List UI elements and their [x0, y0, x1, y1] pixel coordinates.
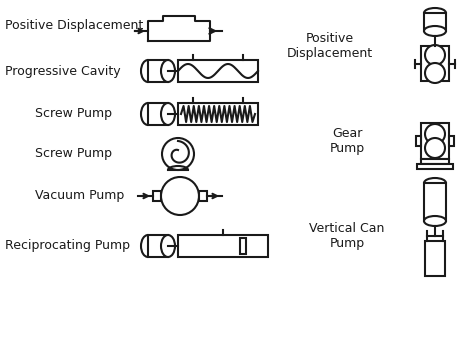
Text: Positive Displacement: Positive Displacement — [5, 20, 143, 33]
Text: Vacuum Pump: Vacuum Pump — [35, 190, 124, 203]
Ellipse shape — [161, 235, 175, 257]
Text: Progressive Cavity: Progressive Cavity — [5, 65, 120, 78]
Text: Screw Pump: Screw Pump — [35, 107, 112, 120]
Bar — [421, 46, 449, 81]
Text: Vertical Can
Pump: Vertical Can Pump — [310, 222, 385, 250]
Ellipse shape — [424, 8, 446, 18]
Bar — [148, 235, 168, 257]
Bar — [417, 164, 453, 169]
Bar — [424, 13, 446, 31]
Text: Positive
Displacement: Positive Displacement — [287, 32, 373, 60]
Bar — [416, 136, 421, 146]
Bar — [421, 159, 449, 164]
Ellipse shape — [141, 103, 155, 125]
Circle shape — [425, 45, 445, 65]
Ellipse shape — [141, 235, 155, 257]
Bar — [199, 191, 207, 201]
Circle shape — [425, 63, 445, 83]
Bar — [148, 60, 168, 82]
Bar — [421, 123, 449, 159]
Ellipse shape — [424, 178, 446, 188]
Circle shape — [162, 138, 194, 170]
Circle shape — [425, 138, 445, 158]
Bar — [178, 60, 258, 82]
Ellipse shape — [141, 60, 155, 82]
Ellipse shape — [424, 216, 446, 226]
Ellipse shape — [424, 26, 446, 36]
Bar — [148, 103, 168, 125]
Bar — [424, 183, 446, 221]
Text: Gear
Pump: Gear Pump — [329, 127, 365, 155]
Ellipse shape — [161, 103, 175, 125]
Bar — [240, 238, 246, 254]
Text: Screw Pump: Screw Pump — [35, 147, 112, 160]
Bar — [178, 235, 268, 257]
Circle shape — [161, 177, 199, 215]
Bar — [153, 191, 161, 201]
Bar — [449, 136, 454, 146]
Ellipse shape — [161, 60, 175, 82]
Bar — [425, 241, 445, 276]
Bar — [178, 103, 258, 125]
Circle shape — [425, 124, 445, 144]
Text: Reciprocating Pump: Reciprocating Pump — [5, 239, 130, 252]
